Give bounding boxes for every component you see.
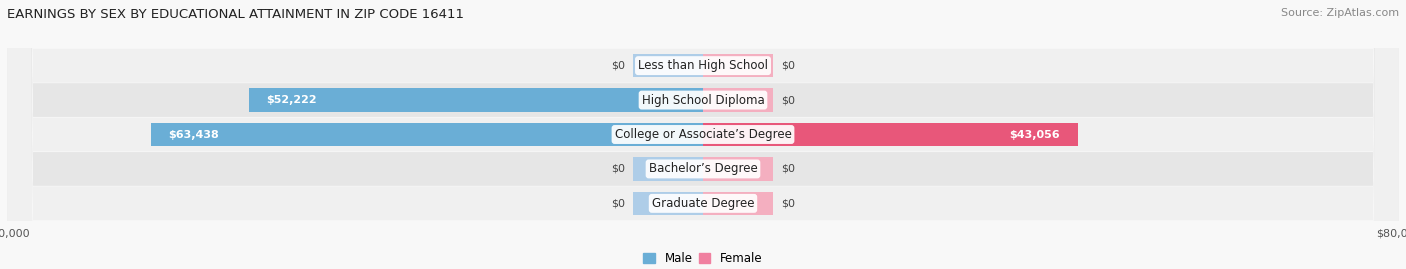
Bar	[150, 123, 703, 146]
Text: Less than High School: Less than High School	[638, 59, 768, 72]
Bar	[703, 192, 773, 215]
Legend: Male, Female: Male, Female	[638, 247, 768, 269]
Text: $0: $0	[782, 61, 796, 71]
Text: $0: $0	[782, 95, 796, 105]
Text: High School Diploma: High School Diploma	[641, 94, 765, 107]
Text: Source: ZipAtlas.com: Source: ZipAtlas.com	[1281, 8, 1399, 18]
FancyBboxPatch shape	[7, 0, 1399, 269]
Text: $43,056: $43,056	[1010, 129, 1060, 140]
Text: $52,222: $52,222	[266, 95, 316, 105]
Bar	[703, 54, 773, 77]
FancyBboxPatch shape	[7, 0, 1399, 269]
Text: $0: $0	[782, 198, 796, 208]
Bar	[633, 192, 703, 215]
Bar	[633, 54, 703, 77]
Text: $63,438: $63,438	[169, 129, 219, 140]
Bar	[703, 88, 773, 112]
Text: $0: $0	[610, 164, 624, 174]
FancyBboxPatch shape	[7, 0, 1399, 269]
Bar	[633, 157, 703, 181]
Text: College or Associate’s Degree: College or Associate’s Degree	[614, 128, 792, 141]
Bar	[703, 123, 1077, 146]
Bar	[703, 157, 773, 181]
Bar	[249, 88, 703, 112]
Text: $0: $0	[782, 164, 796, 174]
FancyBboxPatch shape	[7, 0, 1399, 269]
Text: $0: $0	[610, 61, 624, 71]
Text: Bachelor’s Degree: Bachelor’s Degree	[648, 162, 758, 175]
Text: EARNINGS BY SEX BY EDUCATIONAL ATTAINMENT IN ZIP CODE 16411: EARNINGS BY SEX BY EDUCATIONAL ATTAINMEN…	[7, 8, 464, 21]
Text: $0: $0	[610, 198, 624, 208]
FancyBboxPatch shape	[7, 0, 1399, 269]
Text: Graduate Degree: Graduate Degree	[652, 197, 754, 210]
